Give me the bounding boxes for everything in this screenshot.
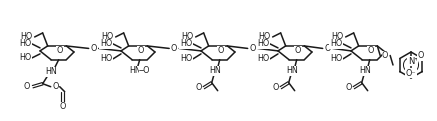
Text: ⁺: ⁺ (415, 59, 418, 64)
Text: O: O (90, 44, 97, 53)
Text: HO: HO (257, 39, 269, 48)
Text: O: O (382, 51, 388, 60)
Text: HN: HN (286, 66, 298, 75)
Text: HO: HO (180, 54, 192, 63)
Text: O: O (195, 83, 202, 92)
Text: HN: HN (209, 66, 221, 75)
Text: O: O (52, 82, 59, 91)
Text: HN: HN (45, 67, 56, 76)
Text: O: O (138, 46, 144, 55)
Text: O: O (218, 46, 224, 55)
Text: O: O (368, 46, 374, 55)
Text: HN: HN (129, 66, 141, 75)
Text: O: O (171, 44, 177, 53)
Text: HO: HO (180, 39, 192, 48)
Text: O⁻: O⁻ (406, 68, 416, 77)
Text: HO: HO (257, 54, 269, 63)
Text: HO: HO (21, 32, 33, 42)
Text: O: O (295, 46, 301, 55)
Text: HO: HO (330, 39, 342, 48)
Text: HO: HO (330, 54, 342, 63)
Text: HO: HO (259, 32, 271, 42)
Text: N: N (408, 57, 414, 65)
Text: O: O (418, 52, 424, 60)
Text: HO: HO (19, 39, 31, 48)
Text: HO: HO (181, 32, 194, 42)
Text: HO: HO (100, 54, 112, 63)
Text: O: O (24, 82, 30, 91)
Text: HO: HO (100, 39, 112, 48)
Text: ‒O: ‒O (139, 66, 150, 75)
Text: O: O (59, 102, 66, 111)
Text: O: O (250, 44, 256, 53)
Text: O: O (273, 83, 279, 92)
Text: O: O (57, 46, 63, 55)
Text: O: O (346, 83, 352, 92)
Text: HO: HO (19, 53, 31, 62)
Text: HO: HO (101, 32, 114, 42)
Text: HN: HN (359, 66, 371, 75)
Text: O: O (325, 44, 331, 53)
Text: HO: HO (332, 32, 344, 42)
